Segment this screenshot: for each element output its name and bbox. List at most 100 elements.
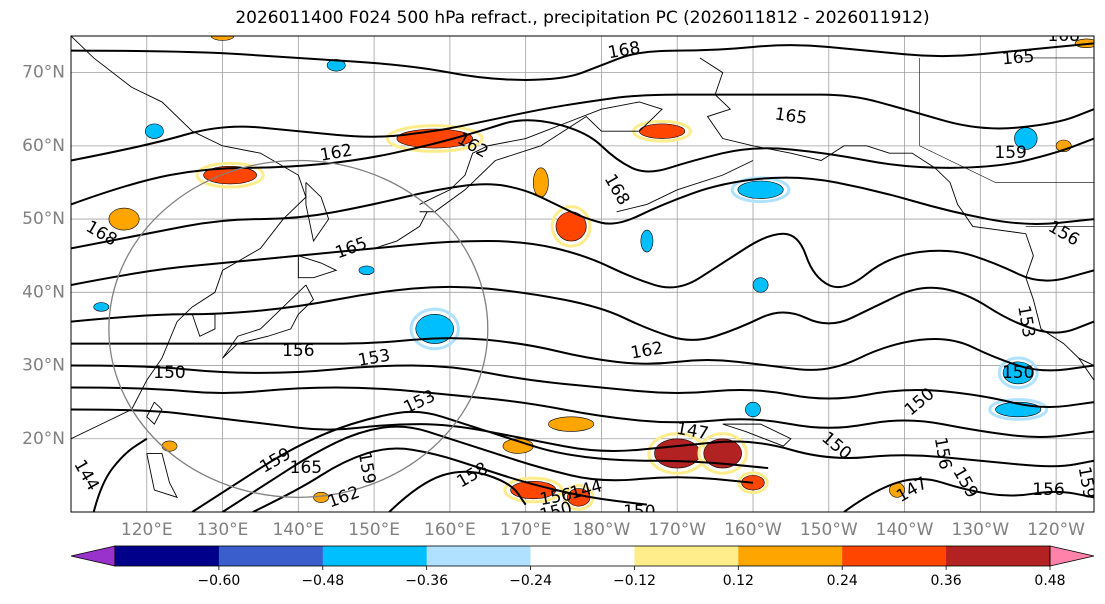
precip-negative-region	[745, 401, 761, 418]
lat-tick-label: 50°N	[22, 209, 65, 229]
contour-line	[92, 437, 148, 512]
range-circle	[108, 159, 489, 499]
precip-positive-region-halo	[737, 471, 769, 495]
contour-line	[843, 478, 1094, 512]
colorbar-segment	[738, 546, 843, 566]
precip-positive-region-halo	[550, 205, 592, 248]
precip-negative-region	[93, 302, 110, 312]
contour-label: 156	[282, 341, 314, 361]
precip-negative-region	[144, 123, 164, 139]
contour-label: 165	[1001, 47, 1035, 70]
precip-positive-region	[108, 207, 140, 231]
lon-tick-label: 140°W	[876, 520, 934, 540]
precip-negative-region	[737, 180, 784, 199]
contour-line	[71, 285, 1094, 341]
contour-line	[222, 425, 754, 512]
lon-tick-label: 170°E	[500, 520, 552, 540]
contour-label: 165	[290, 458, 322, 478]
coastlines	[71, 36, 1094, 499]
colorbar-tick-label: −0.24	[509, 573, 552, 589]
coastline	[297, 255, 338, 279]
precip-positive-region-halo	[195, 161, 265, 189]
colorbar-segment	[634, 546, 739, 566]
precip-positive-region	[161, 440, 178, 452]
precip-positive-region	[703, 438, 742, 469]
colorbar-tick-label: −0.48	[301, 573, 344, 589]
contour-label: 150	[623, 502, 655, 522]
precip-positive-region	[210, 36, 235, 41]
contour-label: 156	[1032, 480, 1064, 500]
colorbar-tick-label: 0.24	[827, 573, 858, 589]
precip-positive-region	[639, 123, 686, 139]
colorbar-segment	[530, 546, 635, 566]
contour-line	[71, 42, 1094, 81]
colorbar-extend-high	[1049, 545, 1095, 567]
contour-line	[71, 232, 1094, 289]
colorbar-tick-label: −0.12	[613, 573, 656, 589]
coastline	[699, 57, 1094, 366]
contour-line	[71, 408, 1094, 468]
precip-negative-region-halo	[988, 398, 1049, 421]
precip-positive-region	[654, 438, 701, 469]
precip-positive-region	[532, 167, 549, 198]
coastline	[1078, 357, 1094, 381]
colorbar-tick-label: 0.12	[723, 573, 754, 589]
contour-line	[388, 470, 527, 512]
colorbar-extend-low	[70, 545, 116, 567]
lat-tick-label: 60°N	[22, 136, 65, 156]
border-line	[919, 145, 996, 183]
colorbar-segment	[322, 546, 428, 566]
colorbar-tick-label: −0.60	[197, 573, 240, 589]
chart-title: 2026011400 F024 500 hPa refract., precip…	[235, 8, 930, 28]
contour-line	[71, 176, 1094, 250]
precip-positive-region	[548, 416, 595, 432]
colorbar-tick-label: 0.48	[1034, 573, 1065, 589]
colorbar-tick-label: 0.36	[931, 573, 962, 589]
contour-line	[71, 337, 1094, 372]
colorbar-tick-label: −0.36	[405, 573, 448, 589]
lat-tick-label: 40°N	[22, 282, 65, 302]
precip-positive-region-halo	[385, 124, 484, 153]
colorbar-segment	[946, 546, 1051, 566]
contour-line	[191, 410, 769, 512]
lat-tick-label: 30°N	[22, 356, 65, 376]
precip-negative-region	[358, 265, 375, 276]
precip-positive-region-halo	[697, 432, 748, 475]
coastline	[305, 182, 330, 243]
lon-tick-label: 130°W	[951, 520, 1009, 540]
lon-tick-label: 120°E	[121, 520, 173, 540]
colorbar-segment	[218, 546, 324, 566]
colorbar: −0.60 −0.48 −0.36 −0.24 −0.12 0.12 0.24 0.36 0.4…	[70, 545, 1095, 589]
contour-lines	[71, 42, 1094, 512]
colorbar-frame	[114, 545, 1051, 567]
lon-tick-label: 130°E	[197, 520, 249, 540]
lon-tick-label: 170°W	[648, 520, 706, 540]
range-circle-outline	[108, 159, 489, 499]
precip-negative-region	[415, 313, 454, 344]
lon-tick-label: 160°W	[724, 520, 782, 540]
lon-tick-label: 150°W	[800, 520, 858, 540]
lon-axis: 120°E 130°E 140°E 150°E 160°E 170°E 180°W 170°W…	[121, 520, 1085, 540]
contour-label: 150	[1002, 363, 1034, 383]
lat-tick-label: 20°N	[22, 429, 65, 449]
contour-line	[71, 364, 1094, 409]
contour-label: 168	[1047, 26, 1079, 46]
contour-line	[71, 93, 1094, 162]
contour-line	[71, 386, 1094, 438]
lon-tick-label: 140°E	[272, 520, 324, 540]
lon-tick-label: 180°W	[573, 520, 631, 540]
precip-negative-region-halo	[409, 307, 460, 351]
lon-tick-label: 150°E	[348, 520, 400, 540]
coastline	[722, 423, 792, 447]
precip-negative-region	[752, 277, 769, 293]
coastline	[222, 284, 315, 359]
lat-tick-label: 70°N	[22, 63, 65, 83]
plot-frame	[70, 35, 1095, 513]
coastline	[419, 101, 663, 213]
contour-line	[71, 119, 1094, 206]
lon-tick-label: 120°W	[1027, 520, 1085, 540]
lat-axis: 70°N 60°N 50°N 40°N 30°N 20°N	[22, 63, 65, 449]
precip-negative-region	[640, 229, 654, 253]
colorbar-segment	[426, 546, 532, 566]
